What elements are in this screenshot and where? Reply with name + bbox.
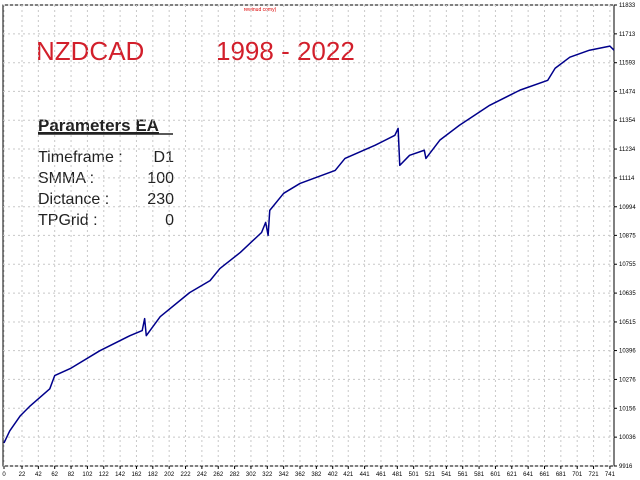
chart-subtitle: 1998 - 2022 <box>216 36 355 66</box>
y-tick-label: 11234 <box>619 147 636 153</box>
x-tick-label: 461 <box>376 472 387 478</box>
parameter-label: SMMA : <box>38 170 94 187</box>
x-tick-label: 62 <box>51 472 58 478</box>
x-tick-label: 42 <box>35 472 42 478</box>
x-tick-label: 122 <box>99 472 110 478</box>
x-tick-label: 22 <box>19 472 26 478</box>
x-tick-label: 741 <box>605 472 616 478</box>
x-tick-label: 102 <box>82 472 93 478</box>
x-tick-label: 202 <box>164 472 175 478</box>
y-tick-label: 10515 <box>619 320 636 326</box>
x-tick-label: 441 <box>360 472 371 478</box>
x-tick-label: 601 <box>490 472 501 478</box>
y-tick-label: 10396 <box>619 349 636 355</box>
parameter-value: 100 <box>147 170 174 187</box>
x-tick-label: 282 <box>230 472 241 478</box>
x-tick-label: 222 <box>181 472 192 478</box>
x-tick-label: 0 <box>2 472 6 478</box>
y-tick-label: 10994 <box>619 205 636 211</box>
y-tick-label: 11354 <box>619 118 636 124</box>
parameter-label: Timeframe : <box>38 149 123 166</box>
y-tick-label: 10875 <box>619 233 636 239</box>
parameters-title: Parameters EA <box>38 116 159 135</box>
x-tick-label: 242 <box>197 472 208 478</box>
parameter-value: 230 <box>147 191 174 208</box>
y-tick-label: 11114 <box>619 176 635 182</box>
parameter-label: TPGrid : <box>38 212 98 229</box>
y-tick-label: 11474 <box>619 89 636 95</box>
x-tick-label: 262 <box>213 472 224 478</box>
x-tick-label: 581 <box>474 472 485 478</box>
x-tick-label: 362 <box>295 472 306 478</box>
y-tick-label: 10036 <box>619 435 636 441</box>
x-tick-label: 561 <box>458 472 469 478</box>
y-tick-label: 10276 <box>619 377 636 383</box>
chart-title: NZDCAD <box>36 36 144 66</box>
x-tick-label: 382 <box>311 472 322 478</box>
x-tick-label: 721 <box>589 472 600 478</box>
x-tick-label: 142 <box>115 472 126 478</box>
x-tick-label: 541 <box>441 472 452 478</box>
x-tick-label: 481 <box>392 472 403 478</box>
parameter-label: Dictance : <box>38 191 109 208</box>
x-tick-label: 162 <box>131 472 142 478</box>
x-tick-label: 421 <box>343 472 354 478</box>
balance-line <box>3 45 615 444</box>
x-tick-label: 521 <box>425 472 436 478</box>
y-tick-label: 11833 <box>619 3 636 9</box>
parameter-value: D1 <box>154 149 175 166</box>
x-tick-label: 641 <box>523 472 534 478</box>
x-tick-label: 501 <box>409 472 420 478</box>
y-tick-label: 10635 <box>619 291 636 297</box>
y-tick-label: 10156 <box>619 406 636 412</box>
y-tick-label: 9916 <box>619 464 633 470</box>
y-tick-label: 11713 <box>619 32 636 38</box>
x-tick-label: 82 <box>68 472 75 478</box>
x-tick-label: 342 <box>279 472 290 478</box>
x-tick-label: 402 <box>328 472 339 478</box>
x-tick-label: 621 <box>507 472 518 478</box>
y-tick-label: 10755 <box>619 262 636 268</box>
x-tick-label: 661 <box>539 472 550 478</box>
x-tick-label: 182 <box>148 472 159 478</box>
x-tick-label: 302 <box>246 472 257 478</box>
x-tick-label: 322 <box>262 472 273 478</box>
x-tick-label: 681 <box>556 472 567 478</box>
top-note: rewinud comy) <box>244 7 277 13</box>
x-tick-label: 701 <box>572 472 583 478</box>
y-tick-label: 11593 <box>619 61 636 67</box>
